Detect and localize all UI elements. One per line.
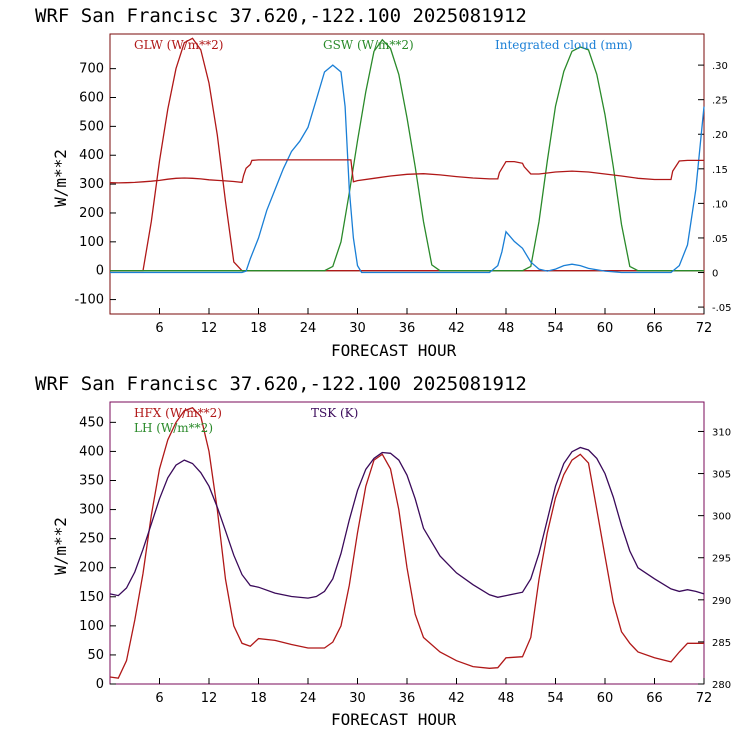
series-line-glw-longwave xyxy=(109,159,704,184)
bottom-y-ticks: 0 50 100 150 200 250 300 350 400 450 xyxy=(79,415,116,692)
legend-hfx: HFX (W/m**2) xyxy=(134,406,222,420)
y-tick-label: 150 xyxy=(79,590,104,605)
y2-tick-label: -.05 xyxy=(712,303,732,314)
y-tick-label: 50 xyxy=(87,648,104,663)
top-y-ticks: -100 0 100 200 300 400 500 600 700 xyxy=(74,62,116,308)
y-tick-label: 100 xyxy=(79,235,104,250)
y2-tick-label: 280 xyxy=(712,680,731,691)
x-tick-label: 18 xyxy=(250,321,267,336)
y2-tick-label: 300 xyxy=(712,512,731,523)
series-line-gsw xyxy=(110,38,704,272)
top-y-axis-label: W/m**2 xyxy=(51,149,70,207)
y-tick-label: 400 xyxy=(79,444,104,459)
y2-tick-label: 285 xyxy=(712,638,731,649)
y2-tick-label: .05 xyxy=(712,234,728,245)
y2-tick-label: .20 xyxy=(712,130,728,141)
x-tick-label: 6 xyxy=(155,691,163,706)
y2-tick-label: 295 xyxy=(712,554,731,565)
y2-tick-label: .15 xyxy=(712,165,728,176)
y2-tick-label: 290 xyxy=(712,596,731,607)
x-tick-label: 66 xyxy=(646,691,663,706)
bottom-y2-ticks: 280 285 290 295 300 305 310 xyxy=(698,427,731,691)
x-tick-label: 36 xyxy=(399,321,416,336)
bottom-x-axis-label: FORECAST HOUR xyxy=(331,710,457,729)
x-tick-label: 24 xyxy=(300,691,317,706)
legend-tsk: TSK (K) xyxy=(311,406,358,420)
top-series-lines xyxy=(109,37,705,274)
y-tick-label: -100 xyxy=(74,293,104,308)
bottom-series-lines xyxy=(109,407,705,679)
series-line-glw xyxy=(110,37,704,272)
top-chart-title: WRF San Francisc 37.620,-122.100 2025081… xyxy=(35,5,527,27)
x-tick-label: 12 xyxy=(201,321,218,336)
y-tick-label: 700 xyxy=(79,62,104,77)
x-tick-label: 6 xyxy=(155,321,163,336)
series-line-hfx xyxy=(109,407,704,679)
x-tick-label: 18 xyxy=(250,691,267,706)
y-tick-label: 300 xyxy=(79,503,104,518)
bottom-plot-frame xyxy=(109,401,705,685)
y-tick-label: 200 xyxy=(79,561,104,576)
legend-lh: LH (W/m**2) xyxy=(134,421,213,435)
x-tick-label: 42 xyxy=(448,321,465,336)
y-tick-label: 100 xyxy=(79,619,104,634)
x-tick-label: 66 xyxy=(646,321,663,336)
legend-cloud: Integrated cloud (mm) xyxy=(495,38,633,52)
x-tick-label: 60 xyxy=(597,321,614,336)
series-line-tsk xyxy=(109,446,705,599)
bottom-x-ticks: 6 12 18 24 30 36 42 48 54 60 66 72 xyxy=(155,678,712,706)
y2-tick-label: 305 xyxy=(712,470,731,481)
y2-tick-label: .10 xyxy=(712,199,728,210)
x-tick-label: 36 xyxy=(399,691,416,706)
legend-glw: GLW (W/m**2) xyxy=(134,38,223,52)
y-tick-label: 400 xyxy=(79,148,104,163)
y-tick-label: 0 xyxy=(96,264,104,279)
y-tick-label: 300 xyxy=(79,177,104,192)
y-tick-label: 0 xyxy=(96,677,104,692)
y-tick-label: 250 xyxy=(79,532,104,547)
y2-tick-label: 310 xyxy=(712,427,731,438)
x-tick-label: 12 xyxy=(201,691,218,706)
top-y2-ticks: -.05 0 .05 .10 .15 .20 .25 .30 xyxy=(698,61,732,314)
y2-tick-label: .25 xyxy=(712,96,728,107)
series-line-integrated xyxy=(110,64,705,274)
y2-tick-label: .30 xyxy=(712,61,728,72)
legend-gsw: GSW (W/m**2) xyxy=(323,38,414,52)
x-tick-label: 72 xyxy=(696,691,713,706)
y-tick-label: 200 xyxy=(79,206,104,221)
y2-tick-label: 0 xyxy=(712,269,718,280)
y-tick-label: 450 xyxy=(79,415,104,430)
y-tick-label: 600 xyxy=(79,91,104,106)
x-tick-label: 54 xyxy=(547,691,564,706)
top-x-axis-label: FORECAST HOUR xyxy=(331,341,457,360)
x-tick-label: 54 xyxy=(547,321,564,336)
x-tick-label: 72 xyxy=(696,321,713,336)
x-tick-label: 24 xyxy=(300,321,317,336)
y-tick-label: 350 xyxy=(79,473,104,488)
x-tick-label: 48 xyxy=(498,321,515,336)
y-tick-label: 500 xyxy=(79,119,104,134)
x-tick-label: 60 xyxy=(597,691,614,706)
x-tick-label: 30 xyxy=(349,321,366,336)
x-tick-label: 48 xyxy=(498,691,515,706)
bottom-y-axis-label: W/m**2 xyxy=(51,517,70,575)
x-tick-label: 30 xyxy=(349,691,366,706)
x-tick-label: 42 xyxy=(448,691,465,706)
bottom-chart-title: WRF San Francisc 37.620,-122.100 2025081… xyxy=(35,373,527,395)
top-x-ticks: 6 12 18 24 30 36 42 48 54 60 66 72 xyxy=(155,308,712,336)
